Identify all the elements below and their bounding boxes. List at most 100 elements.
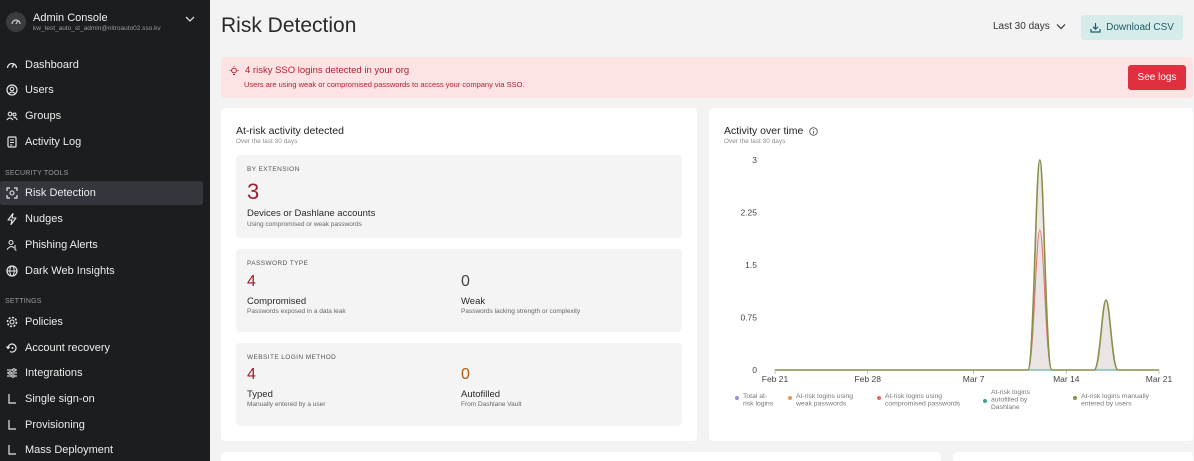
- y-tick-label: 1.5: [745, 260, 757, 270]
- weak-subtitle: Passwords lacking strength or complexity: [461, 308, 581, 315]
- card-title: Activity over time: [724, 125, 804, 137]
- phishing-icon: [6, 239, 18, 251]
- chevron-down-icon: [185, 16, 195, 22]
- series-area: [775, 160, 1159, 370]
- block-label: WEBSITE LOGIN METHOD: [247, 354, 337, 361]
- autofilled-subtitle: From Dashlane Vault: [461, 401, 522, 408]
- sidebar-item-mass-deployment[interactable]: Mass Deployment: [0, 438, 203, 461]
- series-line: [775, 159, 1159, 371]
- sidebar-item-label: Account recovery: [25, 342, 110, 354]
- radar-icon: [6, 187, 18, 199]
- sidebar-item-dark-web-insights[interactable]: Dark Web Insights: [0, 259, 203, 283]
- legend-swatch: [735, 396, 739, 400]
- lower-card-right: [953, 452, 1193, 461]
- sidebar-item-label: Integrations: [25, 367, 83, 379]
- activity-over-time-card: Activity over time Over the last 30 days…: [709, 108, 1193, 441]
- sidebar-item-label: Nudges: [25, 213, 63, 225]
- block-label: PASSWORD TYPE: [247, 260, 309, 267]
- risk-alert-banner: 4 risky SSO logins detected in your org …: [221, 57, 1193, 98]
- sidebar-item-label: Dark Web Insights: [25, 265, 115, 277]
- legend-label: At-risk logins using compromised password…: [885, 393, 961, 408]
- at-risk-activity-card: At-risk activity detected Over the last …: [221, 108, 697, 441]
- sub-item-icon: [6, 393, 18, 405]
- account-title: Admin Console: [33, 12, 108, 24]
- settings-heading: SETTINGS: [5, 298, 42, 305]
- account-switcher[interactable]: Admin Console kw_test_auto_st_admin@nitr…: [0, 0, 210, 44]
- compromised-title: Compromised: [247, 296, 307, 307]
- card-subtitle: Over the last 30 days: [724, 138, 786, 145]
- alert-bulb-icon: [229, 65, 239, 75]
- sidebar-item-label: Provisioning: [25, 419, 85, 431]
- sidebar-item-account-recovery[interactable]: Account recovery: [0, 336, 203, 360]
- sidebar-item-label: Dashboard: [25, 59, 79, 71]
- sidebar-item-risk-detection[interactable]: Risk Detection: [0, 181, 203, 205]
- download-icon: [1090, 23, 1101, 33]
- legend-label: Total at-risk logins: [743, 393, 774, 408]
- autofilled-title: Autofilled: [461, 389, 501, 400]
- y-tick-label: 0: [752, 365, 757, 375]
- sidebar-item-policies[interactable]: Policies: [0, 310, 203, 334]
- x-tick-label: Feb 28: [854, 374, 881, 384]
- x-tick-label: Feb 21: [762, 374, 789, 384]
- x-tick-label: Mar 7: [963, 374, 985, 384]
- legend-swatch: [877, 396, 881, 400]
- sidebar-item-label: Risk Detection: [25, 187, 96, 199]
- download-csv-button[interactable]: Download CSV: [1081, 15, 1183, 40]
- account-email: kw_test_auto_st_admin@nitroauto02.sso.kv: [33, 25, 161, 32]
- x-tick-label: Mar 14: [1053, 374, 1080, 384]
- sub-item-icon: [6, 419, 18, 431]
- legend-label: At-risk logins manually entered by users: [1081, 393, 1150, 408]
- security-tools-heading: SECURITY TOOLS: [5, 170, 69, 177]
- sidebar-item-users[interactable]: Users: [0, 78, 203, 102]
- chevron-down-icon: [1056, 24, 1066, 30]
- gear-icon: [6, 316, 18, 328]
- sidebar-item-label: Single sign-on: [25, 393, 95, 405]
- lower-card-left: [221, 452, 941, 461]
- login-method-block: WEBSITE LOGIN METHOD 4 Typed Manually en…: [236, 343, 682, 426]
- alert-subtitle: Users are using weak or compromised pass…: [244, 80, 525, 89]
- sidebar-item-integrations[interactable]: Integrations: [0, 361, 203, 385]
- autofilled-count: 0: [461, 366, 470, 383]
- by-extension-block: BY EXTENSION 3 Devices or Dashlane accou…: [236, 155, 682, 238]
- password-type-block: PASSWORD TYPE 4 Compromised Passwords ex…: [236, 249, 682, 332]
- alert-title: 4 risky SSO logins detected in your org: [245, 65, 410, 76]
- weak-title: Weak: [461, 296, 486, 307]
- gauge-icon: [6, 59, 18, 71]
- y-tick-label: 0.75: [740, 313, 757, 323]
- sidebar-item-dashboard[interactable]: Dashboard: [0, 53, 203, 77]
- sidebar-item-label: Users: [25, 84, 54, 96]
- y-tick-label: 2.25: [740, 208, 757, 218]
- block-label: BY EXTENSION: [247, 166, 300, 173]
- sidebar-item-groups[interactable]: Groups: [0, 104, 203, 128]
- user-icon: [6, 84, 18, 96]
- page-title: Risk Detection: [221, 14, 357, 37]
- extension-count: 3: [247, 179, 260, 204]
- console-icon: [6, 12, 26, 32]
- date-range-select[interactable]: Last 30 days: [993, 21, 1066, 32]
- sidebar-item-activity-log[interactable]: Activity Log: [0, 130, 203, 154]
- typed-title: Typed: [247, 389, 273, 400]
- bolt-icon: [6, 213, 18, 225]
- sidebar-item-single-sign-on[interactable]: Single sign-on: [0, 387, 203, 411]
- sidebar-item-nudges[interactable]: Nudges: [0, 207, 203, 231]
- extension-subtitle: Using compromised or weak passwords: [247, 221, 362, 228]
- sidebar-item-phishing-alerts[interactable]: Phishing Alerts: [0, 233, 203, 257]
- typed-count: 4: [247, 366, 256, 383]
- typed-subtitle: Manually entered by a user: [247, 401, 326, 408]
- download-csv-label: Download CSV: [1106, 22, 1174, 33]
- weak-count: 0: [461, 273, 470, 290]
- legend-swatch: [983, 399, 987, 403]
- globe-icon: [6, 265, 18, 277]
- legend-label: At-risk logins autofilled by Dashlane: [991, 389, 1031, 411]
- info-icon[interactable]: [809, 126, 819, 136]
- sidebar-item-provisioning[interactable]: Provisioning: [0, 413, 203, 437]
- recovery-icon: [6, 342, 18, 354]
- sidebar-item-label: Groups: [25, 110, 62, 122]
- legend-swatch: [1073, 396, 1077, 400]
- activity-chart: 0 0.75 1.5 2.25 3 Feb 21 Feb 28 Mar 7 Mar 14 Mar…: [735, 155, 1172, 411]
- sub-item-icon: [6, 444, 18, 456]
- card-subtitle: Over the last 30 days: [236, 138, 298, 145]
- compromised-count: 4: [247, 273, 256, 290]
- see-logs-button[interactable]: See logs: [1128, 65, 1186, 90]
- sidebar-item-label: Policies: [25, 316, 63, 328]
